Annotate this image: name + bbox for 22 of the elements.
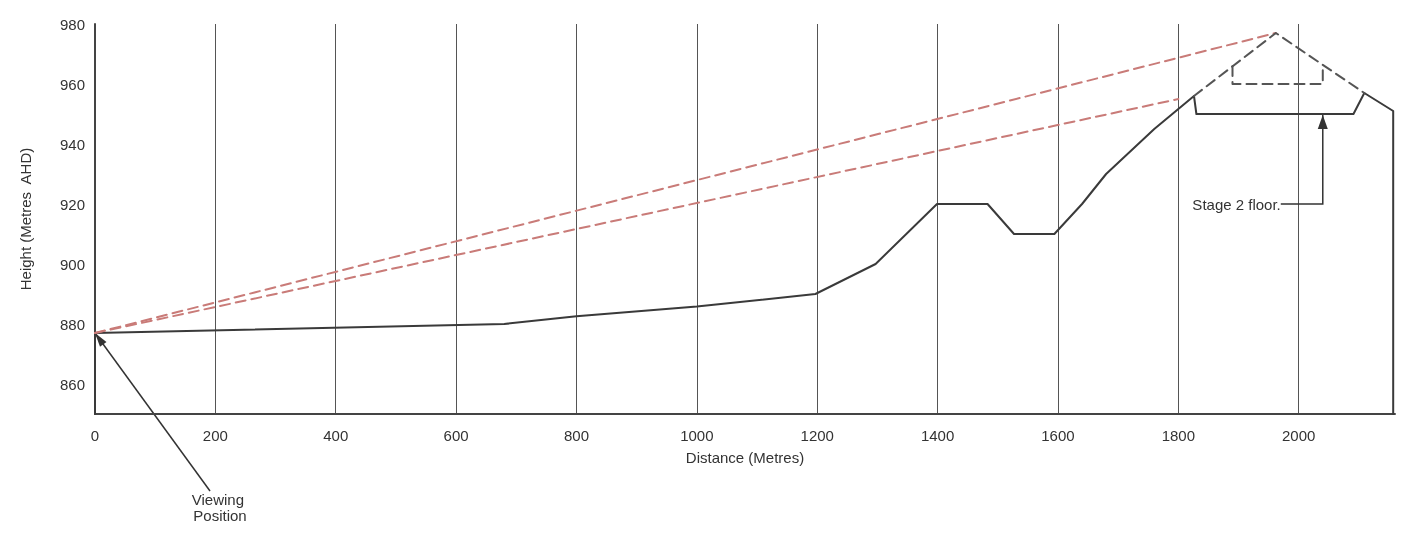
y-tick-label: 860 <box>59 375 85 393</box>
x-tick-label: 1800 <box>1161 427 1196 444</box>
x-tick-label: 1600 <box>1041 427 1075 444</box>
x-tick-label: 2000 <box>1282 427 1316 444</box>
y-tick-label: 920 <box>59 195 85 213</box>
x-tick-label: 0 <box>90 427 100 444</box>
x-tick-label: 800 <box>563 427 589 444</box>
x-tick-label: 600 <box>443 427 469 444</box>
x-tick-label: 1200 <box>800 427 834 444</box>
y-tick-label: 880 <box>59 315 85 333</box>
y-tick-label: 900 <box>59 255 85 273</box>
x-tick-label: 1000 <box>680 427 714 444</box>
x-tick-label: 400 <box>323 427 349 444</box>
y-axis-title: Height (Metres AHD) <box>17 147 34 291</box>
x-tick-label: 200 <box>202 427 228 444</box>
y-tick-label: 980 <box>59 15 85 33</box>
x-tick-label: 1400 <box>920 427 955 444</box>
y-tick-label: 940 <box>59 135 85 153</box>
x-axis-title: Distance (Metres) <box>685 449 805 466</box>
annotation: Viewing Position <box>191 490 249 524</box>
y-tick-label: 960 <box>59 75 85 93</box>
annotation: Stage 2 floor. <box>1192 195 1281 213</box>
